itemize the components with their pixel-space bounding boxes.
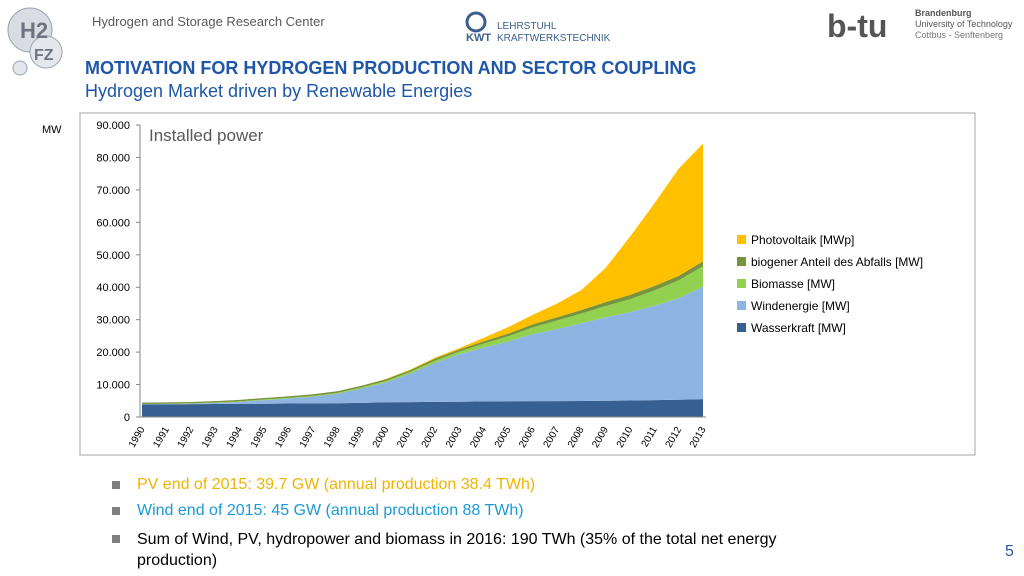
area (142, 399, 703, 417)
y-tick-label: 0 (124, 412, 130, 424)
y-tick-label: 10.000 (96, 380, 130, 392)
y-tick-label: 40.000 (96, 282, 130, 294)
logo-text: KWT (466, 32, 491, 44)
bullet-text: Wind end of 2015: 45 GW (annual producti… (137, 502, 524, 519)
kwt-icon (465, 11, 487, 33)
legend-label: Wasserkraft [MW] (751, 321, 846, 335)
y-tick-label: 50.000 (96, 250, 130, 262)
legend-swatch (737, 257, 746, 266)
area (142, 286, 703, 405)
annotation: Installed power (149, 126, 264, 145)
logo-bubble (29, 35, 63, 69)
legend-swatch (737, 301, 746, 310)
y-tick-label: 80.000 (96, 152, 130, 164)
logo-text: Cottbus - Senftenberg (915, 30, 1003, 40)
y-tick-label: 30.000 (96, 315, 130, 327)
legend-label: Windenergie [MW] (751, 299, 850, 313)
logos: H2 FZ KWT LEHRSTUHL KRAFTWERKSTECHNIK b-… (7, 7, 1013, 76)
logo-text: b-tu (827, 8, 887, 44)
header: Hydrogen and Storage Research Center (92, 14, 325, 29)
bullet-text: PV end of 2015: 39.7 GW (annual producti… (137, 476, 536, 493)
legend-label: biogener Anteil des Abfalls [MW] (751, 255, 923, 269)
legend-label: Photovoltaik [MWp] (751, 233, 854, 247)
subtitle: Hydrogen Market driven by Renewable Ener… (85, 81, 473, 101)
legend-swatch (737, 279, 746, 288)
y-axis-unit: MW (42, 124, 62, 136)
bullet (112, 481, 120, 489)
y-tick-label: 90.000 (96, 120, 130, 132)
bullet (112, 507, 120, 515)
title: MOTIVATION FOR HYDROGEN PRODUCTION AND S… (85, 58, 697, 78)
logo-text: KRAFTWERKSTECHNIK (497, 33, 611, 44)
logo-text: Brandenburg (915, 8, 972, 18)
legend-swatch (737, 235, 746, 244)
logo-text: FZ (34, 47, 54, 64)
legend-swatch (737, 323, 746, 332)
logo-text: H2 (20, 18, 48, 43)
chart: Installed power 0 10.000 20.000 30.000 40.00… (79, 112, 976, 456)
page-number: 5 (1005, 543, 1014, 560)
bullet-text: Sum of Wind, PV, hydropower and biomass … (137, 531, 777, 569)
bullet (112, 535, 120, 543)
y-tick-label: 20.000 (96, 347, 130, 359)
logo-text: LEHRSTUHL (497, 21, 557, 32)
legend-label: Biomasse [MW] (751, 277, 835, 291)
logo-text: University of Technology (915, 19, 1013, 29)
y-tick-label: 70.000 (96, 185, 130, 197)
y-tick-label: 60.000 (96, 217, 130, 229)
logo-bubble (12, 60, 28, 76)
